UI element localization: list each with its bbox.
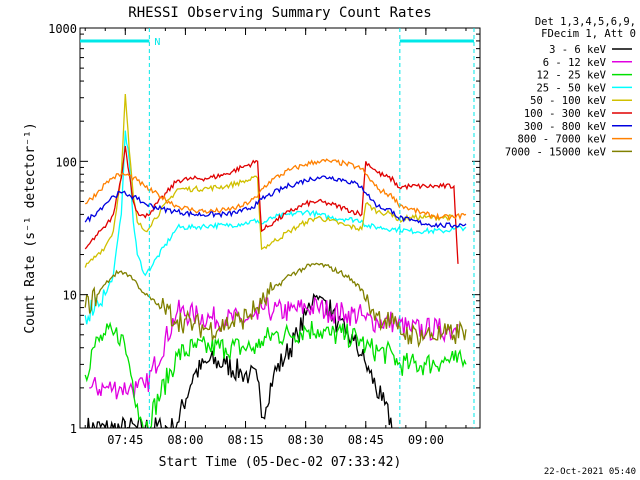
legend-header-line: FDecim 1, Att 0	[541, 28, 636, 40]
y-tick-label: 1000	[48, 22, 77, 36]
x-tick-label: 07:45	[107, 433, 143, 447]
legend-header-line: Det 1,3,4,5,6,9,	[535, 16, 636, 28]
chart-title: RHESSI Observing Summary Count Rates	[128, 5, 431, 21]
x-tick-label: 08:30	[288, 433, 324, 447]
x-tick-label: 09:00	[408, 433, 444, 447]
legend-entry-label: 50 - 100 keV	[530, 95, 607, 107]
y-axis-label: Count Rate (s⁻¹ detector⁻¹)	[23, 122, 38, 333]
timestamp: 22-Oct-2021 05:40	[544, 467, 636, 477]
series-line-25-50-kev	[84, 130, 467, 325]
series-line-800-7000-kev	[84, 158, 467, 221]
y-tick-label: 10	[63, 289, 77, 303]
legend-entry-label: 100 - 300 keV	[524, 108, 607, 120]
legend-entry-label: 6 - 12 keV	[543, 57, 607, 69]
legend-entry-label: 3 - 6 keV	[549, 44, 607, 56]
y-tick-label: 1	[70, 422, 77, 436]
series-line-100-300-kev	[84, 146, 459, 264]
series-line-12-25-kev	[84, 321, 467, 428]
legend-entry-label: 12 - 25 keV	[536, 70, 606, 82]
night-label: N	[154, 37, 160, 48]
legend-entry-label: 300 - 800 keV	[524, 121, 607, 133]
series-line-6-12-kev	[89, 296, 459, 400]
x-axis-label: Start Time (05-Dec-02 07:33:42)	[159, 455, 402, 470]
x-tick-label: 08:45	[348, 433, 384, 447]
legend-entry-label: 25 - 50 keV	[536, 82, 606, 94]
axes: 07:45 08:00 08:15 08:30 08:45 09:00 1 10 100 1000	[48, 22, 480, 447]
legend: Det 1,3,4,5,6,9,FDecim 1, Att 0 3 - 6 keV…	[505, 16, 636, 158]
series-line-300-800-kev	[84, 175, 467, 229]
series-line-7000-15000-kev	[84, 262, 467, 348]
x-tick-label: 08:00	[167, 433, 203, 447]
x-tick-label: 08:15	[227, 433, 263, 447]
series-line-50-100-kev	[84, 93, 455, 268]
plot-frame	[79, 27, 481, 429]
y-tick-label: 100	[55, 155, 77, 169]
legend-entry-label: 7000 - 15000 keV	[505, 146, 607, 158]
legend-entry-label: 800 - 7000 keV	[517, 134, 606, 146]
